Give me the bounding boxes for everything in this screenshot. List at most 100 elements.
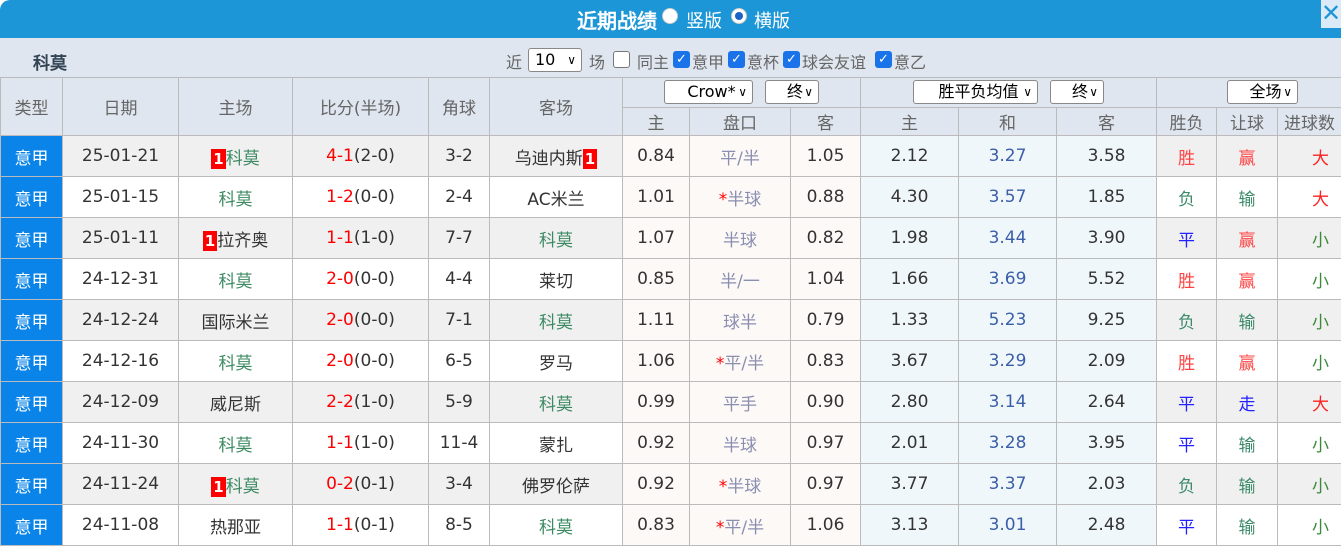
away-team[interactable]: 佛罗伦萨	[522, 476, 590, 497]
euro-draw-odds: 3.14	[958, 381, 1058, 423]
home-team[interactable]: 拉齐奥	[217, 230, 269, 251]
score-cell[interactable]: 2-0(0-0)	[292, 258, 429, 300]
score-cell[interactable]: 1-1(0-1)	[292, 504, 429, 546]
subheader-handicap-line: 盘口	[689, 107, 791, 136]
company-select[interactable]: Crow* ∨	[664, 80, 753, 104]
euro-away-odds: 3.90	[1056, 217, 1158, 259]
home-team[interactable]: 国际米兰	[201, 312, 270, 333]
euro-draw-odds: 3.28	[958, 422, 1058, 464]
recent-matches-table: 类型 日期 主场 比分(半场) 角球 客场 Crow* ∨ 终 ∨ 胜平负均值 ∨ 终…	[0, 77, 1341, 546]
away-team-cell[interactable]: 科莫	[489, 299, 623, 341]
away-team[interactable]: 科莫	[539, 230, 573, 251]
score-cell[interactable]: 2-2(1-0)	[292, 381, 429, 423]
away-team-cell[interactable]: 莱切	[489, 258, 623, 300]
home-team[interactable]: 科莫	[225, 476, 260, 497]
away-team[interactable]: 乌迪内斯	[514, 148, 583, 169]
away-team-cell[interactable]: 科莫	[489, 381, 623, 423]
score-cell[interactable]: 4-1(2-0)	[292, 135, 429, 177]
euro-odds-select[interactable]: 胜平负均值 ∨	[913, 80, 1039, 104]
away-team[interactable]: 莱切	[539, 271, 573, 292]
euro-draw-odds: 3.37	[958, 463, 1058, 505]
home-team-cell[interactable]: 1 拉齐奥	[178, 217, 293, 259]
handicap-phase-select[interactable]: 终 ∨	[765, 80, 819, 104]
period-select[interactable]: 全场 ∨	[1227, 80, 1299, 104]
home-team[interactable]: 科莫	[218, 271, 253, 292]
home-team-cell[interactable]: 威尼斯	[178, 381, 293, 423]
away-team-cell[interactable]: 罗马	[489, 340, 623, 382]
home-team-cell[interactable]: 科莫	[178, 176, 293, 218]
serie-b-checkbox[interactable]: ✓	[875, 51, 892, 68]
date-cell: 25-01-11	[62, 217, 179, 259]
coppa-italia-checkbox[interactable]: ✓	[728, 51, 745, 68]
match-count-value: 10	[535, 50, 556, 69]
vertical-view-radio[interactable]	[662, 8, 678, 24]
league-cell[interactable]: 意甲	[0, 258, 63, 300]
home-team-cell[interactable]: 热那亚	[178, 504, 293, 546]
close-icon[interactable]: ✕	[1321, 0, 1341, 28]
date-cell: 25-01-15	[62, 176, 179, 218]
home-team-cell[interactable]: 国际米兰	[178, 299, 293, 341]
full-score: 2-2	[326, 392, 354, 412]
home-team[interactable]: 科莫	[218, 189, 253, 210]
club-friendly-checkbox[interactable]: ✓	[783, 51, 800, 68]
serie-a-checkbox[interactable]: ✓	[673, 51, 690, 68]
away-team-cell[interactable]: 科莫	[489, 504, 623, 546]
league-cell[interactable]: 意甲	[0, 504, 63, 546]
vertical-view-label[interactable]: 竖版	[686, 11, 722, 32]
home-team-cell[interactable]: 科莫	[178, 340, 293, 382]
horizontal-view-radio[interactable]	[731, 8, 747, 24]
home-team[interactable]: 科莫	[225, 148, 260, 169]
rank-badge: 1	[211, 476, 226, 497]
corner-cell: 7-7	[428, 217, 490, 259]
handicap-result-cell: 输	[1216, 299, 1279, 341]
league-cell[interactable]: 意甲	[0, 340, 63, 382]
handicap-result-cell: 赢	[1216, 217, 1279, 259]
home-team-cell[interactable]: 科莫	[178, 422, 293, 464]
away-team[interactable]: AC米兰	[527, 189, 585, 210]
league-cell[interactable]: 意甲	[0, 422, 63, 464]
half-score: (0-1)	[353, 515, 395, 535]
league-cell[interactable]: 意甲	[0, 463, 63, 505]
away-team[interactable]: 科莫	[539, 517, 573, 538]
league-cell[interactable]: 意甲	[0, 217, 63, 259]
handicap-away-odds: 0.82	[789, 217, 862, 259]
home-team[interactable]: 威尼斯	[210, 394, 261, 415]
league-cell[interactable]: 意甲	[0, 299, 63, 341]
home-team-cell[interactable]: 科莫	[178, 258, 293, 300]
home-team[interactable]: 热那亚	[210, 517, 261, 538]
score-cell[interactable]: 0-2(0-1)	[292, 463, 429, 505]
horizontal-view-label[interactable]: 横版	[754, 11, 790, 32]
result-cell: 平	[1156, 422, 1218, 464]
away-team-cell[interactable]: 乌迪内斯 1	[489, 135, 623, 177]
away-team-cell[interactable]: AC米兰	[489, 176, 623, 218]
away-team-cell[interactable]: 佛罗伦萨	[489, 463, 623, 505]
away-team[interactable]: 罗马	[539, 353, 573, 374]
handicap-away-odds: 0.97	[789, 422, 862, 464]
away-team[interactable]: 科莫	[539, 394, 573, 415]
score-cell[interactable]: 1-1(1-0)	[292, 422, 429, 464]
home-team-cell[interactable]: 1 科莫	[178, 135, 293, 177]
league-cell[interactable]: 意甲	[0, 135, 63, 177]
euro-phase-select[interactable]: 终 ∨	[1050, 80, 1105, 104]
handicap-home-odds: 0.92	[622, 422, 690, 464]
same-home-checkbox[interactable]	[613, 51, 630, 68]
score-cell[interactable]: 2-0(0-0)	[292, 340, 429, 382]
corner-cell: 3-4	[428, 463, 490, 505]
away-team-cell[interactable]: 蒙扎	[489, 422, 623, 464]
score-cell[interactable]: 2-0(0-0)	[292, 299, 429, 341]
home-team[interactable]: 科莫	[218, 353, 253, 374]
away-team[interactable]: 蒙扎	[539, 435, 573, 456]
handicap-line-cell: 半/一	[689, 258, 791, 300]
match-row: 意甲 24-12-16 科莫 2-0(0-0) 6-5 罗马 1.06 *平/半…	[0, 340, 1341, 382]
away-team-cell[interactable]: 科莫	[489, 217, 623, 259]
home-team-cell[interactable]: 1 科莫	[178, 463, 293, 505]
league-cell[interactable]: 意甲	[0, 176, 63, 218]
score-cell[interactable]: 1-2(0-0)	[292, 176, 429, 218]
match-count-select[interactable]: 10 ∨	[528, 48, 582, 72]
home-team[interactable]: 科莫	[218, 435, 253, 456]
away-team[interactable]: 科莫	[539, 312, 573, 333]
score-cell[interactable]: 1-1(1-0)	[292, 217, 429, 259]
handicap-line: 平/半	[720, 148, 760, 169]
rank-badge: 1	[582, 148, 598, 169]
league-cell[interactable]: 意甲	[0, 381, 63, 423]
